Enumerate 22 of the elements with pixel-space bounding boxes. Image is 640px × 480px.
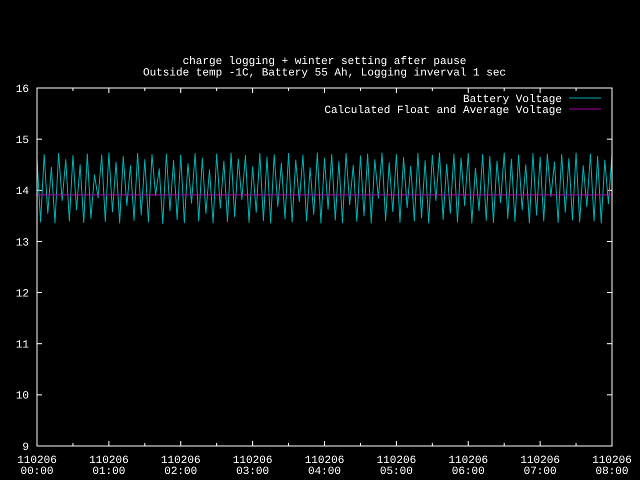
legend-label: Battery Voltage <box>462 94 562 106</box>
x-tick-label: 110206 02:00 <box>160 455 201 478</box>
x-tick-label: 110206 01:00 <box>89 455 129 478</box>
x-tick-label: 110206 05:00 <box>376 455 416 478</box>
y-tick-label: 15 <box>16 134 29 147</box>
legend-label: Calculated Float and Average Voltage <box>324 104 562 117</box>
y-tick-label: 16 <box>16 84 29 96</box>
x-tick-label: 110206 08:00 <box>592 455 632 478</box>
y-tick-label: 11 <box>16 340 30 352</box>
x-tick-label: 110206 00:00 <box>17 455 57 478</box>
x-tick-label: 110206 07:00 <box>520 455 560 478</box>
y-tick-label: 14 <box>16 186 30 198</box>
chart-subtitle: Outside temp -1C, Battery 55 Ah, Logging inverval 1 sec <box>142 68 506 80</box>
y-tick-label: 13 <box>16 237 29 250</box>
x-tick-label: 110206 03:00 <box>232 455 272 478</box>
chart-title: charge logging + winter setting after pause <box>182 56 466 68</box>
x-tick-label: 110206 04:00 <box>304 455 344 478</box>
y-tick-label: 12 <box>16 288 29 300</box>
line-series <box>36 152 612 224</box>
y-tick-label: 10 <box>16 390 29 403</box>
y-tick-label: 9 <box>22 442 29 454</box>
x-tick-label: 110206 06:00 <box>448 455 488 478</box>
